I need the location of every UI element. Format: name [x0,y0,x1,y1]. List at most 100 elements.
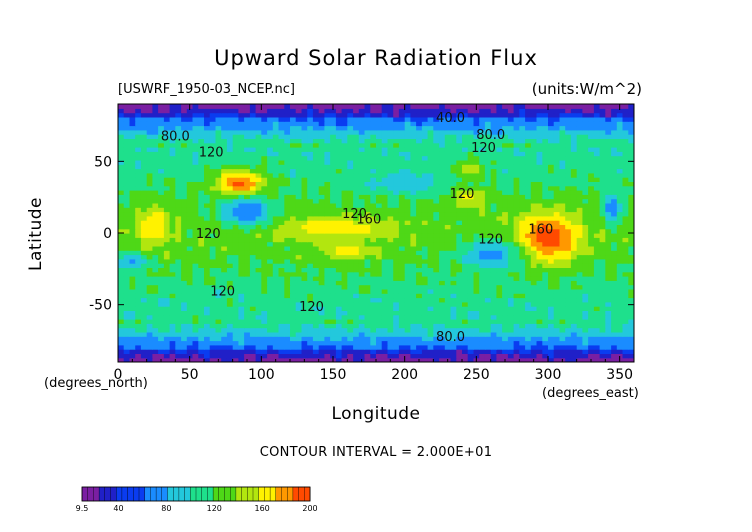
heatmap-cell [370,276,377,281]
heatmap-cell [467,129,474,135]
heatmap-cell [129,125,136,131]
heatmap-cell [341,185,348,191]
heatmap-cell [324,164,331,170]
heatmap-cell [553,241,560,247]
heatmap-cell [381,228,388,234]
heatmap-cell [456,138,463,144]
heatmap-cell [370,159,377,165]
heatmap-cell [605,284,612,290]
heatmap-cell [335,258,343,264]
heatmap-cell [209,207,216,213]
heatmap-cell [353,129,360,135]
heatmap-cell [490,263,497,268]
heatmap-cell [559,310,566,316]
heatmap-cell [364,147,371,152]
heatmap-cell [226,336,234,342]
heatmap-cell [530,207,538,213]
heatmap-cell [381,263,388,268]
heatmap-cell [215,271,222,277]
heatmap-cell [530,301,538,307]
heatmap-cell [456,151,463,157]
heatmap-cell [232,211,239,217]
heatmap-cell [226,301,234,307]
heatmap-cell [192,284,199,290]
heatmap-cell [530,310,538,316]
heatmap-cell [169,353,176,359]
heatmap-cell [192,254,199,260]
heatmap-cell [204,254,211,260]
heatmap-cell [439,340,446,346]
heatmap-cell [261,185,268,191]
heatmap-cell [616,297,624,303]
heatmap-cell [204,181,211,187]
heatmap-cell [232,159,239,165]
heatmap-cell [272,228,280,234]
heatmap-cell [186,155,194,161]
heatmap-cell [181,202,188,208]
heatmap-cell [605,224,612,230]
heatmap-cell [175,284,182,290]
heatmap-cell [295,224,302,230]
heatmap-cell [364,233,371,238]
heatmap-cell [565,134,572,139]
heatmap-cell [450,190,457,195]
heatmap-cell [301,314,308,320]
heatmap-cell [484,198,492,204]
heatmap-cell [588,207,595,213]
heatmap-cell [490,271,497,277]
heatmap-cell [249,129,257,135]
heatmap-cell [341,207,348,213]
heatmap-cell [456,164,463,170]
heatmap-cell [479,190,486,195]
heatmap-cell [376,245,383,251]
heatmap-cell [456,357,463,362]
heatmap-cell [490,155,497,161]
heatmap-cell [135,147,142,152]
heatmap-cell [467,293,474,299]
heatmap-cell [123,237,130,243]
heatmap-cell [307,344,314,350]
heatmap-cell [192,306,199,311]
heatmap-cell [439,357,446,362]
heatmap-cell [175,250,182,256]
heatmap-cell [381,142,388,148]
heatmap-cell [163,263,171,268]
heatmap-cell [295,245,302,251]
heatmap-cell [290,306,297,311]
heatmap-cell [335,202,343,208]
heatmap-cell [599,125,606,131]
heatmap-cell [209,215,216,221]
heatmap-cell [221,250,228,256]
heatmap-cell [450,224,457,230]
heatmap-cell [140,168,148,174]
heatmap-cell [324,271,331,277]
heatmap-cell [433,228,440,234]
heatmap-cell [387,177,394,182]
heatmap-cell [439,284,446,290]
heatmap-cell [536,323,543,329]
heatmap-cell [593,336,601,342]
heatmap-cell [376,280,383,286]
heatmap-cell [507,314,515,320]
heatmap-cell [410,245,417,251]
heatmap-cell [290,185,297,191]
heatmap-cell [570,327,578,333]
heatmap-cell [364,297,371,303]
heatmap-cell [381,349,388,354]
heatmap-cell [559,297,566,303]
heatmap-cell [261,177,268,182]
heatmap-cell [135,220,142,225]
heatmap-cell [301,134,308,139]
heatmap-cell [519,138,526,144]
heatmap-cell [204,336,211,342]
heatmap-cell [175,207,182,213]
heatmap-cell [226,263,234,268]
heatmap-cell [473,134,480,139]
heatmap-cell [444,250,452,256]
heatmap-cell [290,241,297,247]
heatmap-cell [318,159,325,165]
heatmap-cell [507,254,515,260]
heatmap-cell [536,181,543,187]
heatmap-cell [565,202,572,208]
heatmap-cell [358,228,366,234]
